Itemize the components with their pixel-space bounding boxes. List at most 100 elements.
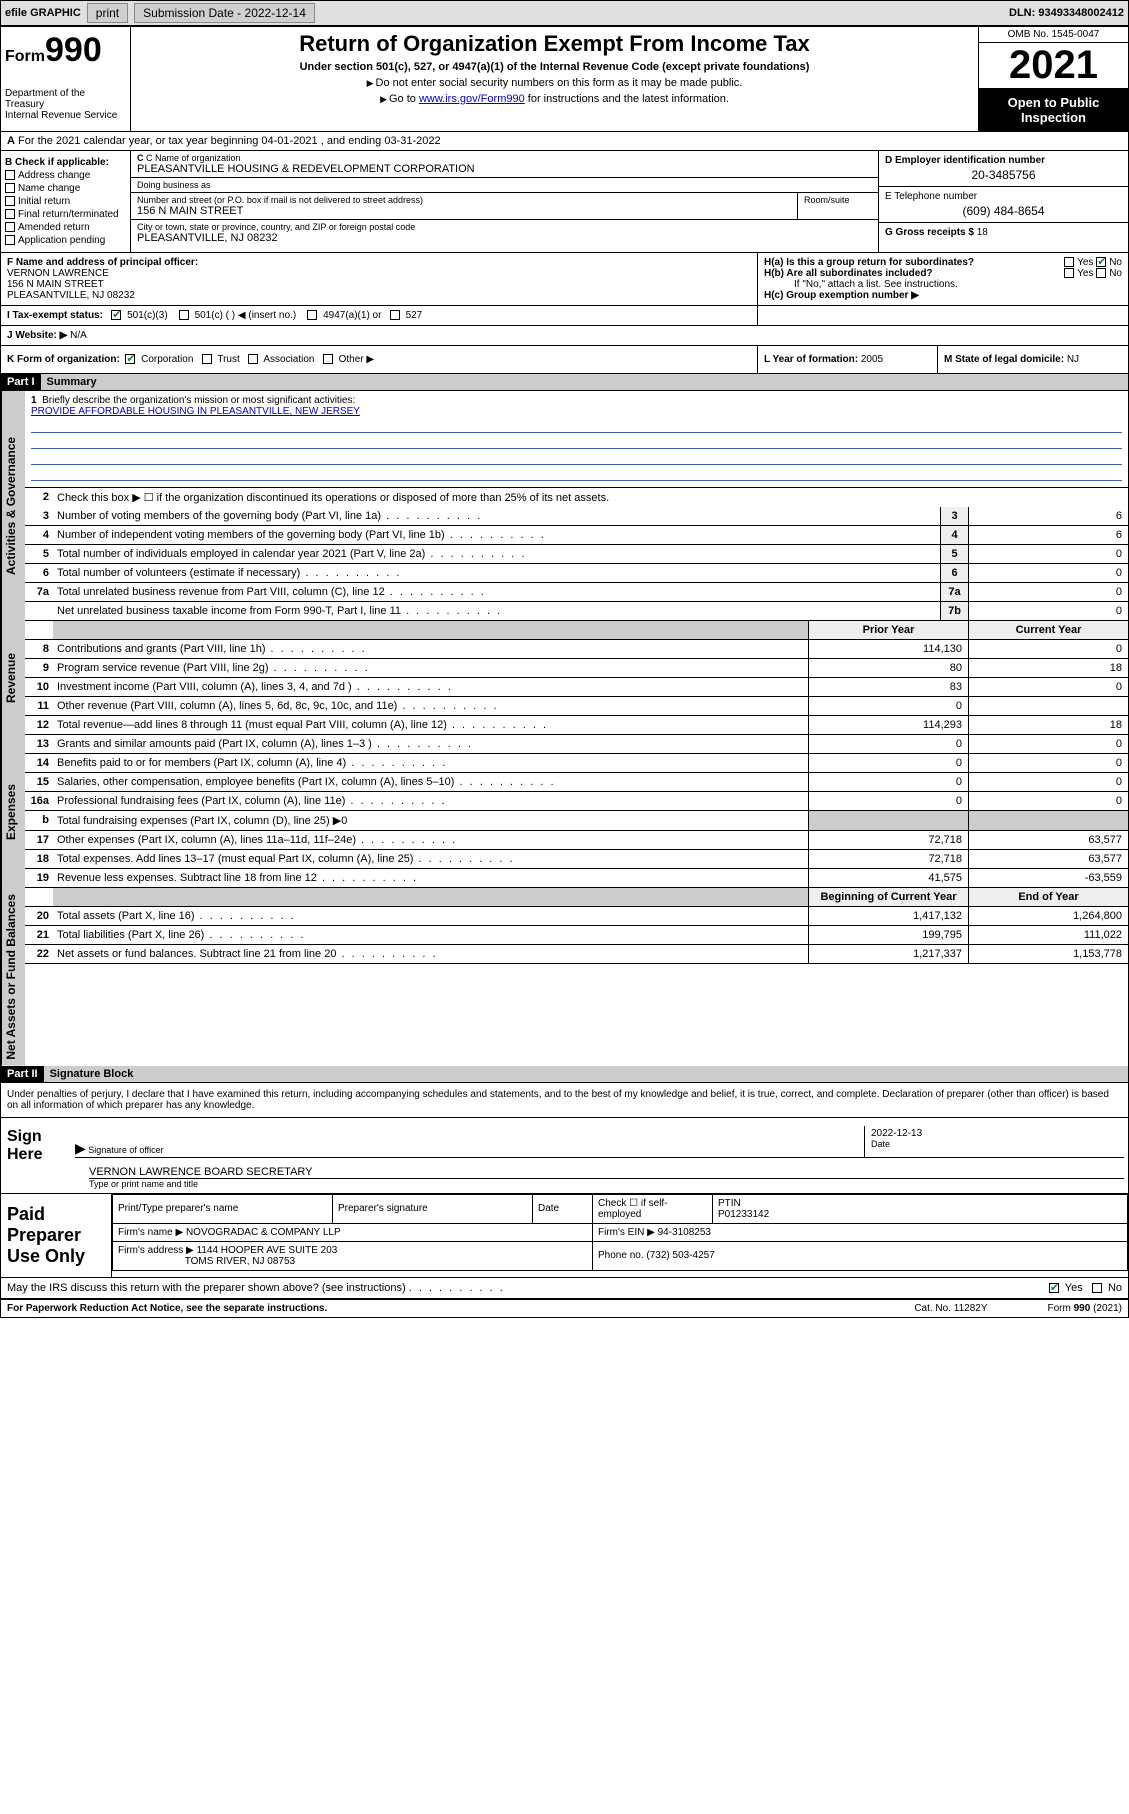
exp-line: 13Grants and similar amounts paid (Part … [25,735,1128,754]
hb-yes[interactable] [1064,268,1074,278]
form-container: Form990 Department of the Treasury Inter… [0,26,1129,1318]
chk-final-return[interactable]: Final return/terminated [5,209,126,220]
gov-line: 4Number of independent voting members of… [25,526,1128,545]
net-line: 22Net assets or fund balances. Subtract … [25,945,1128,964]
officer-label: F Name and address of principal officer: [7,257,198,268]
box-d-e-g: D Employer identification number 20-3485… [878,151,1128,252]
org-name: PLEASANTVILLE HOUSING & REDEVELOPMENT CO… [137,163,872,175]
ha-yes[interactable] [1064,257,1074,267]
chk-corporation[interactable] [125,354,135,364]
paid-preparer-label: Paid Preparer Use Only [1,1194,111,1277]
rev-line: 9Program service revenue (Part VIII, lin… [25,659,1128,678]
dept-label: Department of the Treasury Internal Reve… [5,88,126,121]
hb-label: H(b) Are all subordinates included? [764,268,933,279]
officer-addr1: 156 N MAIN STREET [7,279,751,290]
rev-lines: 8Contributions and grants (Part VIII, li… [25,640,1128,735]
sig-officer-label: Signature of officer [88,1145,163,1155]
prep-date-label: Date [533,1194,593,1223]
exp-line: 16aProfessional fundraising fees (Part I… [25,792,1128,811]
ein-value: 20-3485756 [885,168,1122,182]
section-b-through-g: B Check if applicable: Address change Na… [1,151,1128,253]
chk-501c3[interactable] [111,310,121,320]
chk-application-pending[interactable]: Application pending [5,235,126,246]
part2-header: Part II Signature Block [1,1066,1128,1083]
mission-text[interactable]: PROVIDE AFFORDABLE HOUSING IN PLEASANTVI… [31,406,360,417]
self-employed-check[interactable]: Check ☐ if self-employed [593,1194,713,1223]
chk-association[interactable] [248,354,258,364]
rev-line: 10Investment income (Part VIII, column (… [25,678,1128,697]
box-b-label: B Check if applicable: [5,157,109,168]
col-current-year: Current Year [968,621,1128,639]
pra-notice: For Paperwork Reduction Act Notice, see … [7,1303,327,1314]
submission-date-button[interactable]: Submission Date - 2022-12-14 [134,3,315,23]
hb-no[interactable] [1096,268,1106,278]
chk-trust[interactable] [202,354,212,364]
chk-name-change[interactable]: Name change [5,183,126,194]
net-line: 20Total assets (Part X, line 16)1,417,13… [25,907,1128,926]
sidebar-revenue: Revenue [1,621,25,735]
exp-lines: 13Grants and similar amounts paid (Part … [25,735,1128,888]
tax-year-text: For the 2021 calendar year, or tax year … [18,135,441,147]
chk-501c[interactable] [179,310,189,320]
year-formation: L Year of formation: 2005 [758,346,938,373]
gov-lines: 3Number of voting members of the governi… [25,507,1128,621]
netassets-block: Net Assets or Fund Balances Beginning of… [1,888,1128,1066]
hc-label: H(c) Group exemption number ▶ [764,290,919,301]
gross-receipts-value: 18 [977,227,988,238]
sign-here-row: Sign Here ▶ Signature of officer 2022-12… [1,1118,1128,1194]
row-i: I Tax-exempt status: 501(c)(3) 501(c) ( … [1,306,1128,326]
exp-line: 15Salaries, other compensation, employee… [25,773,1128,792]
gross-receipts-label: G Gross receipts $ [885,227,974,238]
hb-note: If "No," attach a list. See instructions… [764,279,1122,290]
chk-4947[interactable] [307,310,317,320]
col-end: End of Year [968,888,1128,906]
paid-preparer-row: Paid Preparer Use Only Print/Type prepar… [1,1194,1128,1278]
row-a-tax-year: A For the 2021 calendar year, or tax yea… [1,132,1128,151]
irs-link[interactable]: www.irs.gov/Form990 [419,93,525,105]
firm-ein: 94-3108253 [658,1227,711,1238]
efile-label: efile GRAPHIC [5,7,81,19]
rev-header-row: Prior Year Current Year [25,621,1128,640]
col-prior-year: Prior Year [808,621,968,639]
firm-phone: (732) 503-4257 [646,1250,714,1261]
may-irs-discuss: May the IRS discuss this return with the… [1,1278,1128,1299]
chk-527[interactable] [390,310,400,320]
row-k-l-m: K Form of organization: Corporation Trus… [1,346,1128,374]
org-name-label: C Name of organization [146,153,241,163]
exp-line: 18Total expenses. Add lines 13–17 (must … [25,850,1128,869]
dln-label: DLN: 93493348002412 [1009,7,1124,19]
chk-initial-return[interactable]: Initial return [5,196,126,207]
prep-sig-label: Preparer's signature [333,1194,533,1223]
form-990: 990 [45,31,102,69]
note-ssn: Do not enter social security numbers on … [139,77,970,89]
officer-printed-name: VERNON LAWRENCE BOARD SECRETARY [89,1166,1124,1178]
chk-address-change[interactable]: Address change [5,170,126,181]
form-header: Form990 Department of the Treasury Inter… [1,27,1128,132]
part1-title: Summary [41,374,1128,390]
officer-addr2: PLEASANTVILLE, NJ 08232 [7,290,751,301]
gov-line: 5Total number of individuals employed in… [25,545,1128,564]
gov-line: 6Total number of volunteers (estimate if… [25,564,1128,583]
dba-label: Doing business as [137,180,872,190]
ptin-label: PTIN [718,1198,741,1209]
row-j-website: J Website: ▶ N/A [1,326,1128,346]
omb-number: OMB No. 1545-0047 [979,27,1128,43]
part2-title: Signature Block [44,1066,1128,1082]
sign-here-label: Sign Here [1,1118,71,1193]
irs-yes[interactable] [1049,1283,1059,1293]
print-button[interactable]: print [87,3,128,23]
exp-line: 14Benefits paid to or for members (Part … [25,754,1128,773]
chk-other[interactable] [323,354,333,364]
sidebar-expenses: Expenses [1,735,25,888]
form-number: Form990 [5,31,126,70]
firm-addr-label: Firm's address ▶ [118,1245,194,1256]
chk-amended-return[interactable]: Amended return [5,222,126,233]
line2-checkbox: Check this box ▶ ☐ if the organization d… [53,488,1128,507]
type-name-label: Type or print name and title [89,1178,1124,1189]
sig-date: 2022-12-13 [871,1128,922,1139]
room-suite-label: Room/suite [798,193,878,219]
tax-exempt-status: I Tax-exempt status: 501(c)(3) 501(c) ( … [1,306,758,325]
irs-no[interactable] [1092,1283,1102,1293]
ha-no[interactable] [1096,257,1106,267]
header-right: OMB No. 1545-0047 2021 Open to Public In… [978,27,1128,131]
